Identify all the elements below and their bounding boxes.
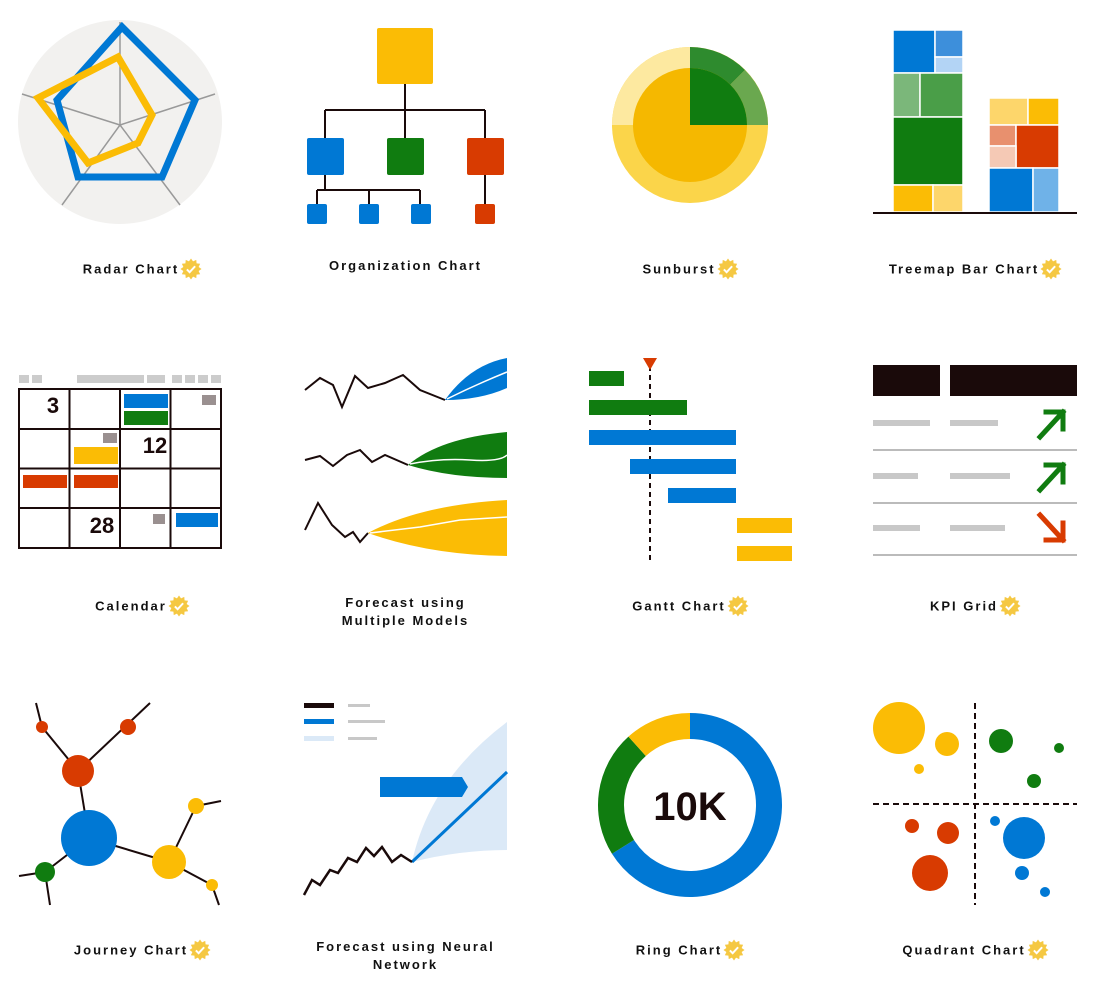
verified-badge-icon	[723, 939, 745, 961]
card-label-gantt-chart[interactable]: Gantt Chart	[548, 595, 833, 617]
card-label-journey-chart[interactable]: Journey Chart	[0, 939, 285, 961]
verified-badge-icon	[189, 939, 211, 961]
calendar-date: 12	[143, 433, 167, 458]
sunburst-thumbnail[interactable]	[612, 47, 768, 203]
quadrant-chart-thumbnail[interactable]	[873, 702, 1077, 905]
card-label-quadrant-chart[interactable]: Quadrant Chart	[833, 939, 1103, 961]
card-label-calendar[interactable]: Calendar	[0, 595, 285, 617]
calendar-thumbnail[interactable]: 3 12 28	[18, 375, 222, 549]
card-label-kpi-grid[interactable]: KPI Grid	[833, 595, 1103, 617]
journey-chart-thumbnail[interactable]	[18, 702, 222, 906]
calendar-date: 3	[47, 393, 59, 418]
card-label-sunburst[interactable]: Sunburst	[548, 258, 833, 280]
verified-badge-icon	[1040, 258, 1062, 280]
ring-center-value: 10K	[653, 785, 726, 829]
verified-badge-icon	[168, 595, 190, 617]
ring-segment-blue	[611, 713, 782, 897]
card-label-forecast-multiple-models[interactable]: Forecast using Multiple Models	[341, 595, 470, 629]
verified-badge-icon	[999, 595, 1021, 617]
ring-segment-green	[598, 736, 647, 854]
forecast-neural-network-thumbnail[interactable]	[302, 703, 509, 896]
verified-badge-icon	[1027, 939, 1049, 961]
treemap-bar-chart-thumbnail[interactable]	[873, 29, 1077, 214]
radar-chart-thumbnail[interactable]	[18, 20, 222, 224]
card-label-forecast-neural-network[interactable]: Forecast using Neural Network	[316, 939, 495, 973]
card-label-ring-chart[interactable]: Ring Chart	[548, 939, 833, 961]
calendar-date: 28	[90, 513, 114, 538]
card-label-radar-chart[interactable]: Radar Chart	[0, 258, 285, 280]
ring-chart-thumbnail[interactable]: 10K	[598, 713, 782, 897]
verified-badge-icon	[716, 258, 739, 280]
verified-badge-icon	[727, 595, 749, 617]
gantt-chart-thumbnail[interactable]	[589, 358, 792, 562]
kpi-grid-thumbnail[interactable]	[873, 365, 1077, 556]
verified-badge-icon	[180, 258, 202, 280]
card-label-treemap-bar-chart[interactable]: Treemap Bar Chart	[833, 258, 1103, 280]
card-label-organization-chart[interactable]: Organization Chart	[328, 258, 482, 274]
organization-chart-thumbnail[interactable]	[307, 28, 504, 224]
forecast-multiple-models-thumbnail[interactable]	[304, 358, 508, 556]
ring-segment-yellow	[628, 713, 691, 757]
